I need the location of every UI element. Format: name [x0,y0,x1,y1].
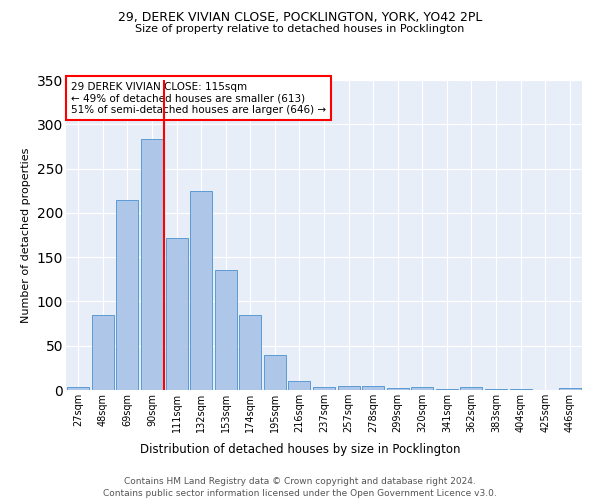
Bar [141,140,163,390]
Y-axis label: Number of detached properties: Number of detached properties [21,148,31,322]
Text: Contains HM Land Registry data © Crown copyright and database right 2024.: Contains HM Land Registry data © Crown c… [124,478,476,486]
Text: 29, DEREK VIVIAN CLOSE, POCKLINGTON, YORK, YO42 2PL: 29, DEREK VIVIAN CLOSE, POCKLINGTON, YOR… [118,12,482,24]
Text: Distribution of detached houses by size in Pocklington: Distribution of detached houses by size … [140,442,460,456]
Bar [264,354,286,390]
Bar [116,200,139,390]
Bar [362,386,384,390]
Bar [436,389,458,390]
Bar [92,314,114,390]
Bar [313,388,335,390]
Bar [485,389,507,390]
Bar [460,388,482,390]
Bar [190,190,212,390]
Bar [338,386,359,390]
Bar [239,314,262,390]
Bar [509,389,532,390]
Bar [386,388,409,390]
Text: Contains public sector information licensed under the Open Government Licence v3: Contains public sector information licen… [103,489,497,498]
Text: 29 DEREK VIVIAN CLOSE: 115sqm
← 49% of detached houses are smaller (613)
51% of : 29 DEREK VIVIAN CLOSE: 115sqm ← 49% of d… [71,82,326,115]
Bar [166,238,188,390]
Bar [215,270,237,390]
Bar [67,388,89,390]
Text: Size of property relative to detached houses in Pocklington: Size of property relative to detached ho… [136,24,464,34]
Bar [289,381,310,390]
Bar [411,388,433,390]
Bar [559,388,581,390]
